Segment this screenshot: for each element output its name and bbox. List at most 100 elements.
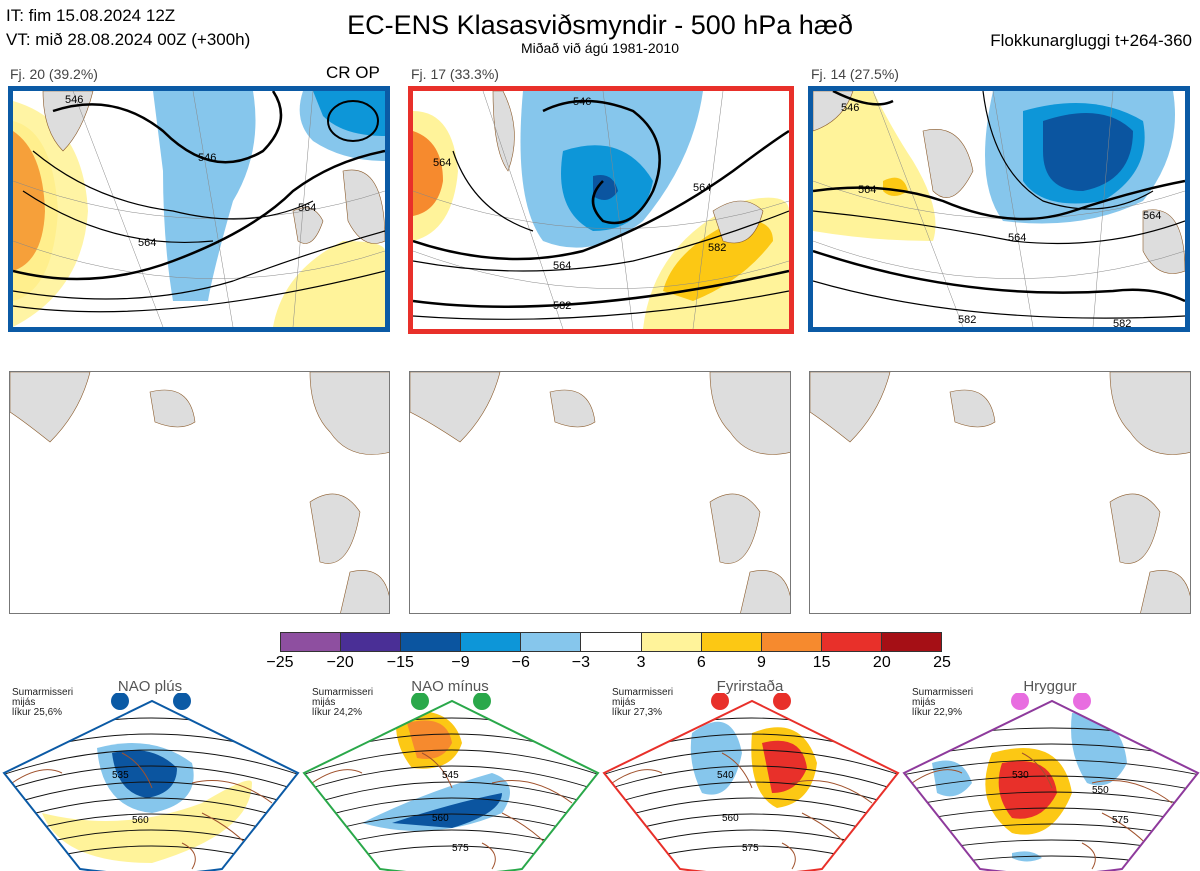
valid-time: VT: mið 28.08.2024 00Z (+300h) [6,30,251,49]
blank-map-2 [409,371,791,614]
contour-label: 545 [442,770,459,781]
contour-label: 582 [1113,318,1131,327]
height-contour [4,749,298,776]
contour-label: 564 [433,157,451,169]
regime-name: Fyrirstaða [716,678,784,695]
regime-name: NAO mínus [411,678,489,695]
colorbar-tick-label: −25 [266,654,294,671]
contour-label: 560 [432,813,449,824]
coastline [11,752,273,870]
anomaly-area [42,780,252,863]
contour-label: 575 [1112,815,1129,826]
regime-map: 540 560 575 [602,693,900,871]
regime-marker-dot [473,693,491,710]
regime-map: 545 560 575 [302,693,600,871]
cluster-1-tag: CR OP [326,63,380,82]
colorbar [280,632,942,652]
height-contour [304,765,598,792]
page-subtitle: Miðað við ágú 1981-2010 [520,40,679,56]
contour-label: 564 [138,237,156,249]
height-contour [4,797,298,824]
blank-map-1 [9,371,390,614]
regime-probability: Sumarmisseri mijás líkur 27,3% [612,688,673,718]
regime-text-line: Sumarmisseri [612,687,674,698]
contour-label: 535 [112,770,129,781]
contour-label: 564 [693,182,711,194]
regime-marker-dot [711,693,729,710]
contour-label: 564 [298,202,316,214]
regime-text-line: mijás [12,697,36,708]
contour-label: 546 [841,102,859,114]
colorbar-swatch [401,633,462,651]
colorbar-tick-label: −9 [451,654,470,671]
cluster-3-map: 546 564 564 564 582 582 [808,86,1190,332]
contour-label: 546 [65,94,83,106]
colorbar-swatch [821,633,882,651]
height-contour [4,765,298,792]
regime-probability: Sumarmisseri mijás líkur 24,2% [312,688,373,718]
colorbar-tick-label: 6 [696,654,706,671]
regime-marker-dot [111,693,129,710]
height-contour [904,759,1198,776]
blank-map-3 [809,371,1191,614]
anomaly-area [690,721,742,795]
colorbar-tick-label: 20 [872,654,891,671]
colorbar-swatch [881,633,942,651]
colorbar-tick-label: −15 [386,654,414,671]
coastline [911,752,1173,870]
colorbar-swatch [581,633,642,651]
regime-probability: Sumarmisseri mijás líkur 25,6% [12,688,73,718]
regime-probability: Sumarmisseri mijás líkur 22,9% [912,688,973,718]
regime-marker-dot [1011,693,1029,710]
contour-label: 540 [717,770,734,781]
height-contour [604,765,898,792]
regime-text-line: Sumarmisseri [312,687,374,698]
regime-map: 535 560 [2,693,300,871]
anomaly-area [998,761,1057,819]
regime-marker-dot [1073,693,1091,710]
height-contour [604,749,898,776]
regime-name: NAO plús [117,678,183,695]
contour-label: 582 [708,242,726,254]
contour-label: 575 [742,843,759,854]
height-contour [304,797,598,824]
contour-label: 560 [132,815,149,826]
height-contour [304,749,598,776]
regime-text-line: Sumarmisseri [912,687,974,698]
colorbar-swatch [701,633,762,651]
contour-label: 560 [722,813,739,824]
contour-label: 546 [573,96,591,108]
contour-label: 546 [198,152,216,164]
contour-label: 564 [858,184,876,196]
height-contour [604,797,898,824]
regime-text-line: líkur 24,2% [312,707,363,718]
colorbar-tick-label: 25 [933,654,951,671]
colorbar-swatch [641,633,702,651]
contour-label: 550 [1092,785,1109,796]
height-contour [904,775,1198,792]
contour-label: 582 [958,314,976,326]
coastline [611,752,873,870]
colorbar-swatch [761,633,822,651]
classification-window: Flokkunargluggi t+264-360 [990,31,1192,50]
colorbar-tick-label: −3 [571,654,591,671]
contour-label: 564 [1143,210,1161,222]
regime-text-line: mijás [312,697,336,708]
colorbar-tick-label: −20 [326,654,354,671]
regime-text-line: mijás [612,697,636,708]
colorbar-swatch [521,633,582,651]
regime-marker-dot [773,693,791,710]
cluster-2-label: Fj. 17 (33.3%) [411,66,499,82]
cluster-1-label: Fj. 20 (39.2%) [10,66,98,82]
regime-text-line: Sumarmisseri [12,687,74,698]
contour-label: 564 [553,260,571,272]
colorbar-tick-label: 3 [636,654,646,671]
page-title: EC-ENS Klasasviðsmyndir - 500 hPa hæð [347,10,853,40]
anomaly-area [392,793,502,828]
contour-label: 564 [1008,232,1026,244]
regime-text-line: líkur 25,6% [12,707,63,718]
colorbar-swatch [281,633,342,651]
regime-marker-dot [411,693,429,710]
contour-label: 582 [553,300,571,312]
initial-time: IT: fim 15.08.2024 12Z [6,6,176,25]
